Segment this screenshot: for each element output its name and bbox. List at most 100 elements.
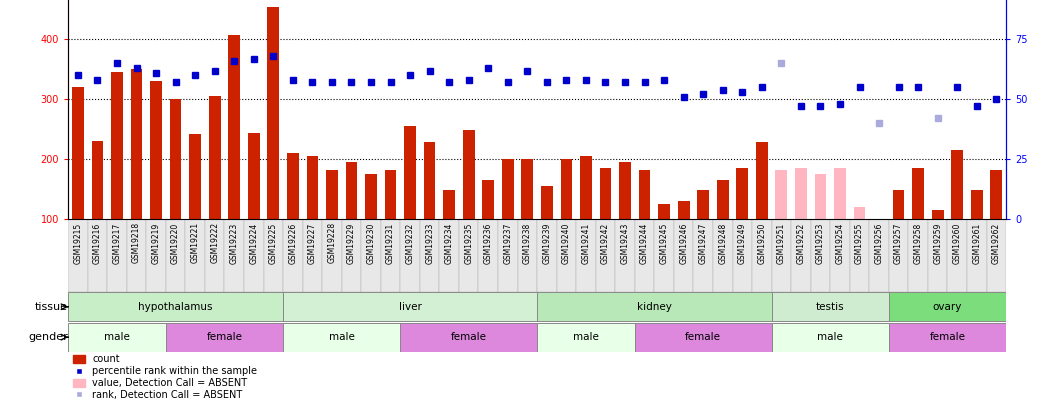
Text: GSM19217: GSM19217 <box>112 222 122 264</box>
Bar <box>752 219 771 292</box>
Bar <box>771 322 889 352</box>
Bar <box>68 322 166 352</box>
Text: ovary: ovary <box>933 302 962 312</box>
Text: GSM19236: GSM19236 <box>484 222 493 264</box>
Bar <box>909 219 927 292</box>
Bar <box>68 292 283 322</box>
Bar <box>322 219 342 292</box>
Text: GSM19260: GSM19260 <box>953 222 962 264</box>
Text: GSM19241: GSM19241 <box>582 222 590 264</box>
Text: female: female <box>206 332 242 342</box>
Text: GSM19246: GSM19246 <box>679 222 689 264</box>
Text: GSM19234: GSM19234 <box>444 222 454 264</box>
Text: GSM19237: GSM19237 <box>503 222 512 264</box>
Bar <box>776 170 787 219</box>
Text: GSM19251: GSM19251 <box>777 222 786 264</box>
Text: GSM19255: GSM19255 <box>855 222 864 264</box>
Bar <box>556 219 576 292</box>
Bar <box>463 130 475 219</box>
Text: GSM19249: GSM19249 <box>738 222 747 264</box>
Text: GSM19250: GSM19250 <box>758 222 766 264</box>
Bar <box>400 219 420 292</box>
Text: GSM19252: GSM19252 <box>796 222 806 264</box>
Bar <box>717 180 728 219</box>
Bar <box>244 219 263 292</box>
Bar <box>72 87 84 219</box>
Text: GSM19243: GSM19243 <box>620 222 630 264</box>
Text: GSM19228: GSM19228 <box>327 222 336 264</box>
Bar <box>967 219 986 292</box>
Bar <box>166 322 283 352</box>
Text: GSM19218: GSM19218 <box>132 222 141 264</box>
Bar <box>205 219 224 292</box>
Text: GSM19259: GSM19259 <box>933 222 942 264</box>
Bar <box>537 219 556 292</box>
Text: GSM19242: GSM19242 <box>601 222 610 264</box>
Text: male: male <box>817 332 844 342</box>
Bar <box>107 219 127 292</box>
Bar <box>658 204 670 219</box>
Bar <box>615 219 635 292</box>
Bar <box>947 219 967 292</box>
Bar <box>443 190 455 219</box>
Bar <box>756 142 768 219</box>
Bar <box>111 72 123 219</box>
Bar <box>88 219 107 292</box>
Bar <box>365 174 377 219</box>
Text: GSM19222: GSM19222 <box>211 222 219 264</box>
Bar <box>771 292 889 322</box>
Text: GSM19253: GSM19253 <box>816 222 825 264</box>
Bar <box>185 219 205 292</box>
Bar <box>733 219 752 292</box>
Text: GSM19257: GSM19257 <box>894 222 903 264</box>
Text: GSM19215: GSM19215 <box>73 222 83 264</box>
Text: GSM19261: GSM19261 <box>973 222 981 264</box>
Bar <box>147 219 166 292</box>
Text: GSM19248: GSM19248 <box>718 222 727 264</box>
Bar <box>380 219 400 292</box>
Bar <box>439 219 459 292</box>
Text: GSM19230: GSM19230 <box>367 222 375 264</box>
Bar <box>599 168 611 219</box>
Text: male: male <box>104 332 130 342</box>
Bar <box>150 81 161 219</box>
Bar <box>952 150 963 219</box>
Bar <box>970 190 983 219</box>
Text: GSM19219: GSM19219 <box>152 222 160 264</box>
Text: GSM19244: GSM19244 <box>640 222 649 264</box>
Bar <box>713 219 733 292</box>
Text: GSM19235: GSM19235 <box>464 222 474 264</box>
Text: female: female <box>930 332 965 342</box>
Text: GSM19247: GSM19247 <box>699 222 707 264</box>
Text: GSM19226: GSM19226 <box>288 222 298 264</box>
Bar <box>771 219 791 292</box>
Bar <box>346 162 357 219</box>
Bar <box>498 219 518 292</box>
Bar <box>561 159 572 219</box>
Bar <box>986 219 1006 292</box>
Bar <box>537 292 771 322</box>
Bar <box>694 219 713 292</box>
Bar <box>287 153 299 219</box>
Bar <box>811 219 830 292</box>
Text: GSM19240: GSM19240 <box>562 222 571 264</box>
Text: male: male <box>573 332 598 342</box>
Text: GSM19233: GSM19233 <box>425 222 434 264</box>
Bar <box>267 6 279 219</box>
Text: GSM19229: GSM19229 <box>347 222 356 264</box>
Text: female: female <box>685 332 721 342</box>
Text: GSM19216: GSM19216 <box>93 222 102 264</box>
Bar <box>635 219 654 292</box>
Bar <box>619 162 631 219</box>
Text: GSM19220: GSM19220 <box>171 222 180 264</box>
Bar <box>459 219 479 292</box>
Bar <box>166 219 185 292</box>
Bar <box>127 219 147 292</box>
Bar <box>518 219 537 292</box>
Text: GSM19225: GSM19225 <box>268 222 278 264</box>
Text: GSM19245: GSM19245 <box>659 222 669 264</box>
Bar <box>420 219 439 292</box>
Bar <box>385 170 396 219</box>
Text: GSM19254: GSM19254 <box>835 222 845 264</box>
Bar <box>306 156 319 219</box>
